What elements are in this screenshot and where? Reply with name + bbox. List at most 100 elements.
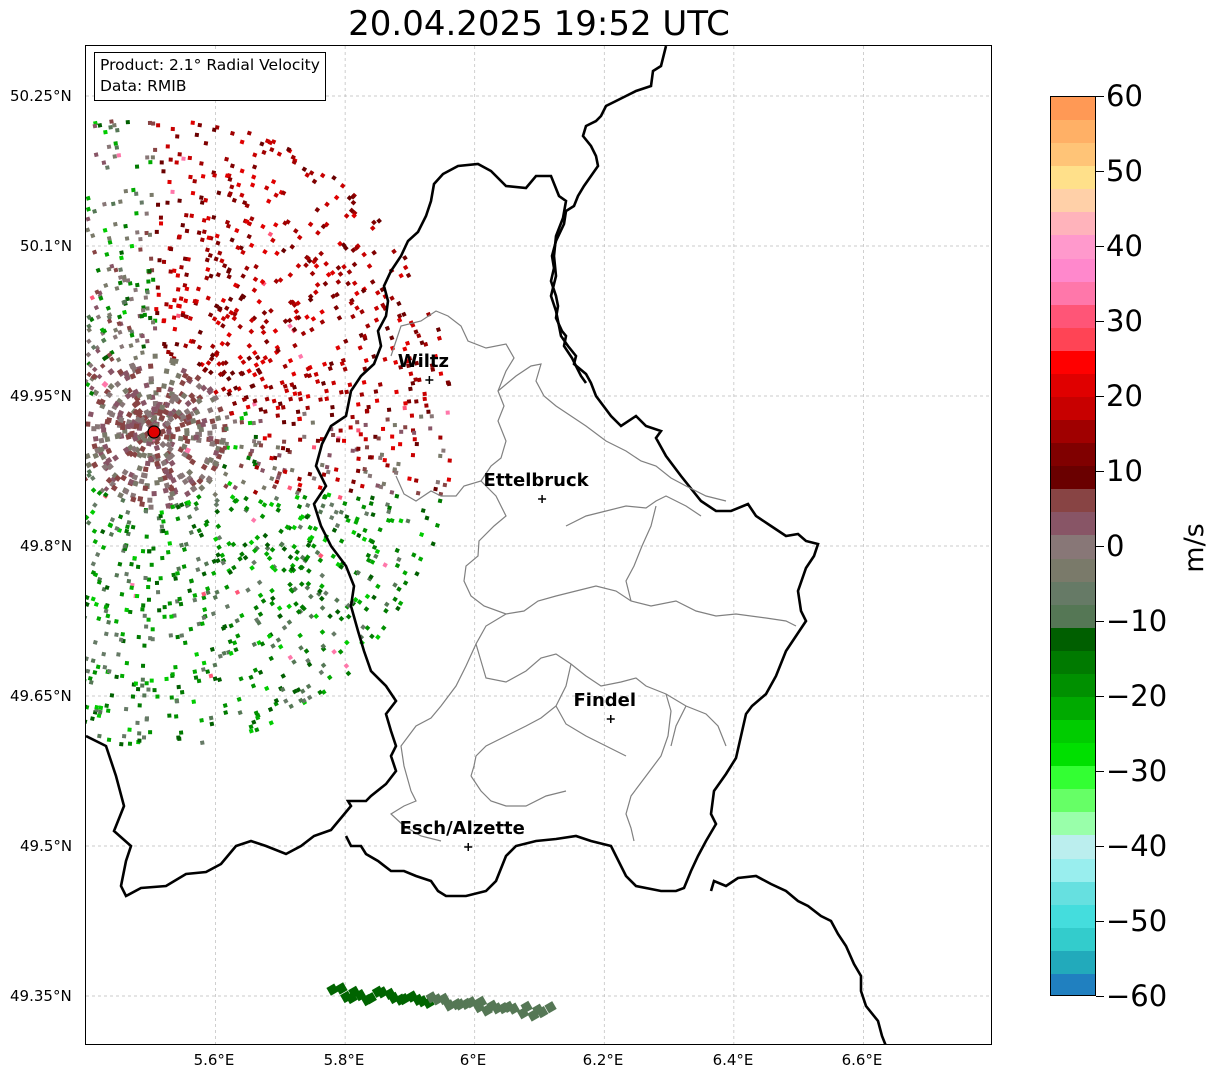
radar-echo-pixel — [133, 287, 138, 293]
radar-echo-pixel — [213, 501, 220, 508]
radar-echo-pixel — [376, 436, 381, 441]
radar-echo-pixel — [176, 303, 181, 309]
radar-echo-pixel — [318, 250, 324, 257]
colorbar-tick-mark — [1096, 696, 1104, 697]
radar-echo-pixel — [102, 664, 108, 670]
radar-echo-pixel — [222, 471, 229, 477]
radar-echo-pixel — [259, 278, 266, 285]
radar-echo-pixel — [207, 430, 213, 436]
radar-echo-pixel — [254, 354, 261, 361]
radar-echo-pixel — [192, 298, 198, 304]
radar-echo-pixel — [134, 338, 140, 344]
radar-echo-pixel — [182, 640, 188, 646]
radar-echo-pixel — [343, 338, 349, 344]
radar-echo-pixel — [304, 554, 311, 561]
radar-echo-pixel — [132, 388, 140, 396]
radar-echo-pixel — [291, 524, 297, 531]
radar-echo-pixel — [416, 377, 422, 383]
radar-echo-pixel — [251, 719, 257, 725]
radar-echo-pixel — [117, 561, 123, 567]
radar-echo-pixel — [301, 166, 308, 172]
radar-echo-pixel — [267, 231, 274, 237]
radar-echo-pixel — [109, 263, 115, 269]
radar-echo-pixel — [263, 318, 270, 325]
radar-echo-pixel — [257, 592, 264, 599]
radar-echo-pixel — [375, 634, 381, 640]
radar-echo-pixel — [350, 199, 357, 206]
radar-echo-pixel — [212, 594, 218, 601]
radar-echo-pixel — [206, 235, 212, 241]
colorbar-tick-mark — [1096, 396, 1104, 397]
radar-echo-pixel — [196, 361, 203, 368]
radar-echo-pixel — [303, 648, 310, 654]
radar-echo-pixel — [118, 514, 124, 520]
radar-echo-pixel — [380, 625, 387, 631]
radar-echo-pixel — [210, 611, 216, 617]
colorbar — [1050, 96, 1096, 996]
map-panel[interactable] — [85, 45, 992, 1045]
radar-echo-pixel — [149, 256, 154, 261]
radar-echo-pixel — [368, 500, 374, 506]
radar-echo-pixel — [369, 633, 375, 640]
radar-echo-pixel — [222, 703, 228, 708]
radar-echo-pixel — [86, 678, 87, 684]
map-gridlines — [86, 46, 991, 1044]
radar-echo-pixel — [408, 386, 413, 392]
radar-echo-pixel — [271, 484, 278, 490]
radar-echo-pixel — [102, 491, 109, 498]
radar-echo-pixel — [195, 286, 201, 292]
radar-echo-pixel — [96, 713, 102, 719]
radar-echo-pixel — [361, 504, 367, 510]
radar-echo-pixel — [115, 357, 122, 363]
radar-echo-pixel — [217, 250, 223, 256]
radar-echo-pixel — [226, 274, 232, 280]
radar-echo-pixel — [192, 597, 198, 603]
radar-echo-pixel — [140, 452, 148, 459]
radar-echo-pixel — [153, 147, 158, 152]
radar-echo-pixel — [151, 407, 157, 413]
radar-echo-pixel — [328, 361, 334, 367]
radar-echo-pixel — [277, 613, 283, 619]
radar-echo-pixel — [359, 483, 365, 489]
radar-echo-pixel — [333, 194, 340, 201]
radar-echo-pixel — [294, 490, 301, 496]
radar-echo-pixel — [147, 120, 152, 126]
radar-echo-pixel — [101, 463, 109, 471]
radar-echo-pixel — [220, 560, 226, 566]
radar-echo-pixel — [256, 579, 263, 586]
radar-echo-pixel — [271, 139, 277, 145]
radar-echo-pixel — [429, 414, 434, 419]
radar-echo-pixel — [300, 330, 307, 337]
radar-echo-pixel — [396, 556, 402, 563]
radar-echo-pixel — [368, 574, 374, 580]
radar-echo-pixel — [356, 446, 361, 451]
radar-echo-pixel — [114, 632, 119, 638]
radar-echo-pixel — [415, 490, 421, 496]
radar-echo-pixel — [197, 122, 203, 128]
radar-echo-pixel — [248, 242, 255, 248]
radar-echo-pixel — [295, 263, 302, 269]
radar-echo-pixel — [215, 320, 221, 326]
radar-echo-pixel — [272, 455, 278, 461]
radar-echo-pixel — [198, 484, 206, 492]
radar-echo-pixel — [422, 396, 427, 402]
radar-echo-pixel — [217, 406, 224, 413]
radar-echo-pixel — [437, 498, 443, 504]
radar-echo-pixel — [114, 285, 120, 291]
radar-echo-pixel — [90, 596, 96, 602]
radar-echo-pixel — [291, 543, 297, 550]
radar-echo-pixel — [161, 169, 166, 174]
radar-echo-pixel — [270, 237, 276, 244]
radar-echo-pixel — [98, 295, 104, 301]
colorbar-tick-mark — [1096, 96, 1104, 97]
radar-echo-pixel — [179, 421, 186, 429]
radar-echo-pixel — [169, 490, 176, 498]
radar-echo-pixel — [142, 485, 149, 492]
radar-echo-pixel — [304, 314, 310, 320]
map-canvas[interactable] — [86, 46, 992, 1045]
radar-echo-pixel — [310, 543, 317, 549]
radar-echo-pixel — [86, 656, 89, 662]
radar-echo-pixel — [251, 174, 257, 180]
radar-echo-pixel — [194, 652, 200, 657]
radar-echo-pixel — [103, 282, 109, 288]
